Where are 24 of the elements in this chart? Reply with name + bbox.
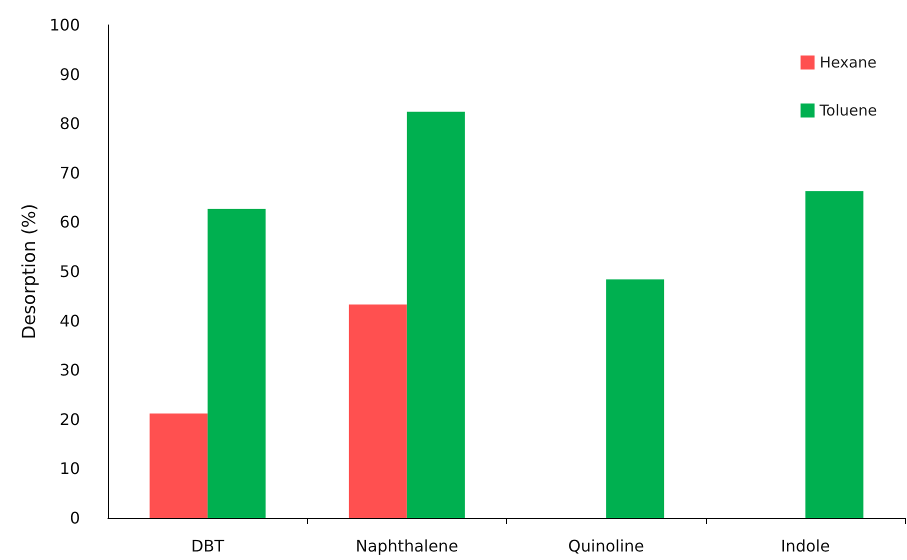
y-tick-label: 100 [49, 16, 80, 34]
y-tick-label: 0 [70, 508, 80, 528]
bar [208, 208, 266, 518]
bar [150, 413, 208, 518]
y-tick-label: 80 [60, 114, 80, 134]
y-tick-label: 90 [60, 64, 80, 84]
y-tick-label: 10 [60, 459, 80, 478]
y-axis-title: Desorption (%) [19, 204, 40, 340]
x-tick-label: Naphthalene [356, 536, 458, 556]
bar [348, 304, 407, 518]
x-tick-label: Quinoline [568, 536, 644, 556]
x-tick-label: Indole [780, 536, 830, 556]
x-tick-label: DBT [191, 536, 224, 556]
y-tick-label: 40 [60, 311, 80, 330]
y-tick-label: 20 [60, 410, 80, 429]
legend-label: Hexane [820, 54, 877, 72]
bar [406, 112, 465, 518]
y-tick-label: 50 [60, 262, 80, 281]
legend-label: Toluene [818, 102, 878, 120]
y-tick-label: 60 [60, 212, 80, 232]
y-tick-label: 70 [60, 163, 80, 182]
bar [805, 191, 864, 518]
y-tick-label: 30 [60, 360, 80, 380]
bar [606, 279, 664, 518]
